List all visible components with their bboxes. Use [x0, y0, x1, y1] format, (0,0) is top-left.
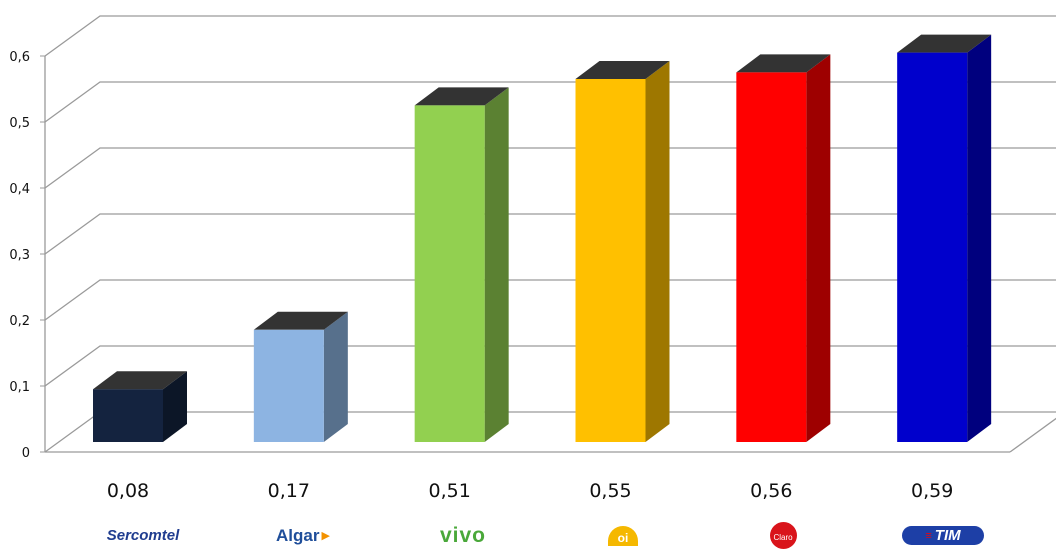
brand-logos-row: Sercomtel Algar ▶ vivo oi Claro ≡ TIM	[0, 521, 1056, 550]
y-tick-label: 0	[22, 446, 30, 461]
bars	[93, 34, 992, 443]
claro-logo-badge: Claro	[769, 522, 797, 549]
y-tick-label: 0,6	[9, 50, 30, 65]
bar-algar	[253, 311, 348, 442]
bar-top	[897, 34, 992, 53]
sercomtel-logo-text: Sercomtel	[106, 527, 180, 544]
y-tick-label: 0,5	[9, 116, 30, 131]
value-label: 0,59	[911, 480, 953, 502]
bar-front	[736, 72, 807, 443]
bar-chart: 0 0,1 0,2 0,3 0,4 0,5 0,6 0,08 0,17 0,51 0,55 0,56…	[9, 15, 1056, 502]
value-label: 0,17	[268, 480, 310, 502]
tim-stripes-icon: ≡	[925, 529, 932, 542]
bar-claro	[736, 54, 831, 443]
value-label: 0,51	[429, 480, 471, 502]
gridlines	[44, 15, 1056, 453]
vivo-logo: vivo	[403, 521, 523, 550]
bar-front	[414, 105, 485, 443]
bar-front	[253, 329, 324, 442]
bar-top	[253, 311, 348, 330]
bar-tim	[897, 34, 992, 442]
bar-side	[163, 371, 187, 442]
y-tick-label: 0,4	[9, 182, 30, 197]
tim-logo-text: TIM	[934, 527, 961, 544]
bar-side	[484, 87, 509, 443]
bar-front	[575, 79, 646, 442]
oi-logo-text: oi	[617, 530, 629, 545]
bar-oi	[575, 61, 670, 442]
bar-side	[967, 34, 992, 442]
gridline	[44, 15, 1056, 57]
bar-top	[575, 61, 670, 79]
vivo-logo-text: vivo	[439, 523, 487, 547]
bar-side	[645, 61, 670, 442]
bar-side	[806, 54, 831, 443]
oi-logo: oi	[563, 521, 683, 550]
bar-top	[93, 371, 187, 390]
y-tick-label: 0,2	[9, 314, 30, 329]
algar-arrow-icon: ▶	[321, 530, 330, 542]
value-label: 0,08	[107, 480, 149, 502]
value-label: 0,55	[589, 480, 631, 502]
bar-side	[323, 311, 348, 442]
bar-top	[414, 87, 509, 106]
tim-logo: ≡ TIM	[883, 521, 1003, 550]
y-tick-label: 0,3	[9, 248, 30, 263]
bar-front	[897, 52, 968, 442]
floor-right-edge	[1009, 417, 1056, 453]
claro-logo-text: Claro	[773, 533, 793, 542]
bar-sercomtel	[93, 371, 187, 442]
value-label: 0,56	[750, 480, 792, 502]
oi-logo-badge: oi	[608, 525, 638, 546]
tim-logo-badge: ≡ TIM	[902, 526, 984, 545]
claro-logo: Claro	[723, 521, 843, 550]
value-labels: 0,08 0,17 0,51 0,55 0,56 0,59	[107, 480, 953, 502]
y-axis: 0 0,1 0,2 0,3 0,4 0,5 0,6	[9, 50, 46, 461]
algar-logo-text: Algar	[276, 525, 320, 545]
bar-top	[736, 54, 831, 73]
y-tick-label: 0,1	[9, 380, 30, 395]
sercomtel-logo: Sercomtel	[83, 521, 203, 550]
bar-front	[93, 389, 163, 442]
algar-logo: Algar ▶	[243, 521, 363, 550]
bar-vivo	[414, 87, 509, 443]
